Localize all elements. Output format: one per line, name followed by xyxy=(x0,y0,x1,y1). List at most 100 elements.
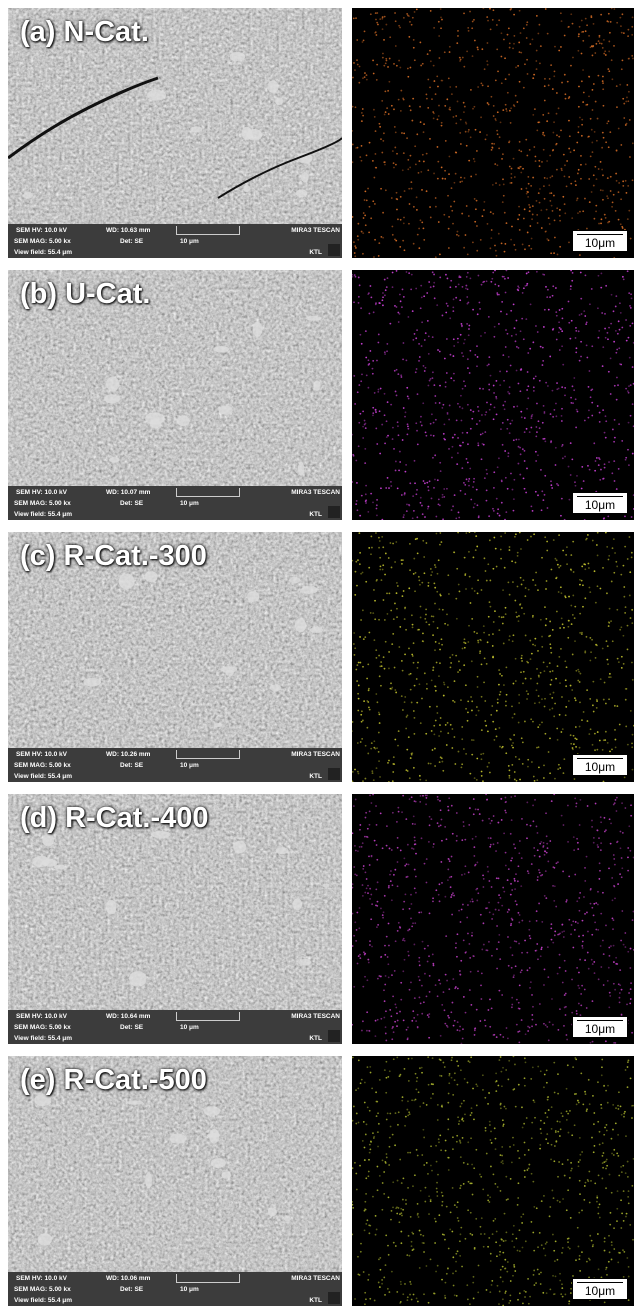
eds-dot xyxy=(524,488,526,490)
eds-dot xyxy=(603,953,605,955)
eds-dot xyxy=(441,840,443,842)
eds-dot xyxy=(600,273,602,275)
eds-dot xyxy=(404,618,406,620)
eds-dot xyxy=(521,188,523,190)
eds-dot xyxy=(402,240,404,242)
eds-dot xyxy=(457,403,459,405)
eds-dot xyxy=(579,824,581,826)
eds-dot xyxy=(443,682,445,684)
eds-dot xyxy=(503,184,505,186)
eds-dot xyxy=(543,1086,545,1088)
eds-dot xyxy=(357,850,359,852)
eds-dot xyxy=(406,1109,408,1111)
eds-dot xyxy=(534,702,536,704)
eds-dot xyxy=(561,1252,563,1254)
eds-dot xyxy=(425,435,427,437)
eds-dot xyxy=(575,398,577,400)
eds-dot xyxy=(357,771,359,773)
eds-dot xyxy=(540,1132,542,1134)
eds-dot xyxy=(565,706,567,708)
eds-dot xyxy=(564,93,566,95)
eds-dot xyxy=(628,385,630,387)
eds-dot xyxy=(425,733,427,735)
eds-dot xyxy=(504,1292,506,1294)
eds-dot xyxy=(497,1085,499,1087)
eds-dot xyxy=(629,595,631,597)
eds-dot xyxy=(441,125,443,127)
eds-dot xyxy=(503,195,505,197)
eds-dot xyxy=(530,825,532,827)
eds-dot xyxy=(561,415,563,417)
eds-dot xyxy=(601,1059,603,1061)
eds-dot xyxy=(404,701,406,703)
eds-dot xyxy=(482,1188,484,1190)
eds-dot xyxy=(509,140,511,142)
eds-dot xyxy=(458,661,460,663)
eds-dot xyxy=(622,1249,624,1251)
particle xyxy=(296,189,307,197)
eds-dot xyxy=(614,897,616,899)
eds-dot xyxy=(553,1062,555,1064)
eds-dot xyxy=(584,1185,586,1187)
eds-dot xyxy=(602,567,604,569)
logo xyxy=(328,506,340,518)
eds-dot xyxy=(414,1174,416,1176)
eds-dot xyxy=(603,781,605,782)
eds-dot xyxy=(439,983,441,985)
eds-dot xyxy=(567,1064,569,1066)
eds-dot xyxy=(421,698,423,700)
eds-dot xyxy=(526,952,528,954)
eds-dot xyxy=(428,1013,430,1015)
eds-dot xyxy=(578,1161,580,1163)
eds-dot xyxy=(546,238,548,240)
eds-dot xyxy=(427,486,429,488)
eds-dot xyxy=(519,532,521,533)
eds-dot xyxy=(463,939,465,941)
eds-dot xyxy=(488,316,490,318)
eds-dot xyxy=(406,137,408,139)
eds-dot xyxy=(502,354,504,356)
eds-dot xyxy=(375,532,377,534)
eds-dot xyxy=(619,984,621,986)
eds-dot xyxy=(468,485,470,487)
eds-dot xyxy=(584,989,586,991)
eds-dot xyxy=(544,1074,546,1076)
eds-dot xyxy=(526,37,528,39)
eds-dot xyxy=(486,16,488,18)
eds-dot xyxy=(620,1166,622,1168)
eds-dot xyxy=(578,126,580,128)
eds-dot xyxy=(588,409,590,411)
eds-dot xyxy=(354,647,356,649)
eds-dot xyxy=(482,1089,484,1091)
eds-dot xyxy=(437,1174,439,1176)
eds-dot xyxy=(400,374,402,376)
eds-dot xyxy=(425,779,427,781)
eds-dot xyxy=(416,678,418,680)
eds-dot xyxy=(434,1242,436,1244)
eds-dot xyxy=(432,634,434,636)
lab: KTL xyxy=(309,511,322,518)
eds-dot xyxy=(435,93,437,95)
eds-dot xyxy=(598,464,600,466)
eds-dot xyxy=(518,206,520,208)
eds-dot xyxy=(529,149,531,151)
eds-dot xyxy=(485,1025,487,1027)
eds-dot xyxy=(372,412,374,414)
eds-dot xyxy=(411,24,413,26)
eds-dot xyxy=(428,490,430,492)
eds-dot xyxy=(551,175,553,177)
eds-dot xyxy=(353,455,355,457)
eds-dot xyxy=(571,458,573,460)
eds-dot xyxy=(611,1241,613,1243)
eds-dot xyxy=(354,1298,356,1300)
eds-dot xyxy=(550,647,552,649)
eds-dot xyxy=(610,620,612,622)
eds-dot xyxy=(414,11,416,13)
eds-dot xyxy=(409,798,411,800)
eds-dot xyxy=(367,892,369,894)
eds-dot xyxy=(583,92,585,94)
eds-dot xyxy=(496,292,498,294)
eds-dot xyxy=(621,867,623,869)
eds-dot xyxy=(396,582,398,584)
eds-dot xyxy=(367,1106,369,1108)
